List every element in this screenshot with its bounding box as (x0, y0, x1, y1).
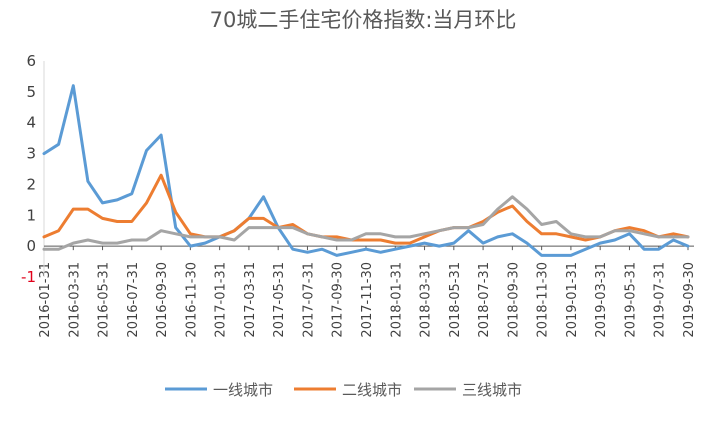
legend-label: 三线城市 (462, 381, 522, 399)
x-tick-label: 2016-05-31 (97, 262, 112, 338)
x-tick-label: 2018-01-31 (389, 262, 404, 338)
y-tick-label: 4 (26, 114, 36, 132)
x-tick-label: 2018-05-31 (448, 262, 463, 338)
x-tick-label: 2017-03-31 (243, 262, 258, 338)
x-tick-label: 2016-01-31 (38, 262, 53, 338)
y-tick-label: 1 (26, 206, 36, 224)
x-tick-label: 2016-11-30 (184, 262, 199, 338)
series-lines (42, 84, 690, 257)
x-tick-label: 2019-03-31 (594, 262, 609, 338)
x-tick-label: 2017-05-31 (272, 262, 287, 338)
x-tick-label: 2017-07-31 (301, 262, 316, 338)
chart-title: 70城二手住宅价格指数:当月环比 (209, 8, 517, 32)
x-tick-label: 2019-01-31 (565, 262, 580, 338)
series-line (42, 195, 690, 251)
x-tick-label: 2016-03-31 (67, 262, 82, 338)
y-tick-label: -1 (21, 268, 36, 286)
series-line (42, 173, 690, 245)
x-tick-label: 2017-11-30 (360, 262, 375, 338)
y-tick-label: 3 (26, 145, 36, 163)
legend-label: 一线城市 (213, 381, 273, 399)
x-tick-label: 2019-05-31 (623, 262, 638, 338)
x-tick-label: 2016-09-30 (155, 262, 170, 338)
x-axis-ticks: 2016-01-31 2016-03-31 2016-05-31 2016-07-31… (38, 246, 697, 338)
y-tick-label: 6 (26, 52, 36, 70)
x-tick-label: 2017-09-30 (331, 262, 346, 338)
x-tick-label: 2019-09-30 (682, 262, 697, 338)
x-tick-label: 2016-07-31 (126, 262, 141, 338)
series-line (42, 84, 690, 257)
legend: 一线城市 二线城市 三线城市 (165, 381, 522, 399)
x-tick-label: 2018-03-31 (419, 262, 434, 338)
y-tick-label: 5 (26, 83, 36, 101)
y-axis-ticks: 6 5 4 3 2 1 0 -1 (21, 52, 36, 286)
y-tick-label: 0 (26, 237, 36, 255)
x-tick-label: 2018-09-30 (506, 262, 521, 338)
x-tick-label: 2019-07-31 (653, 262, 668, 338)
x-tick-label: 2017-01-31 (214, 262, 229, 338)
x-tick-label: 2018-11-30 (536, 262, 551, 338)
x-tick-label: 2018-07-31 (477, 262, 492, 338)
legend-label: 二线城市 (342, 381, 402, 399)
y-tick-label: 2 (26, 175, 36, 193)
